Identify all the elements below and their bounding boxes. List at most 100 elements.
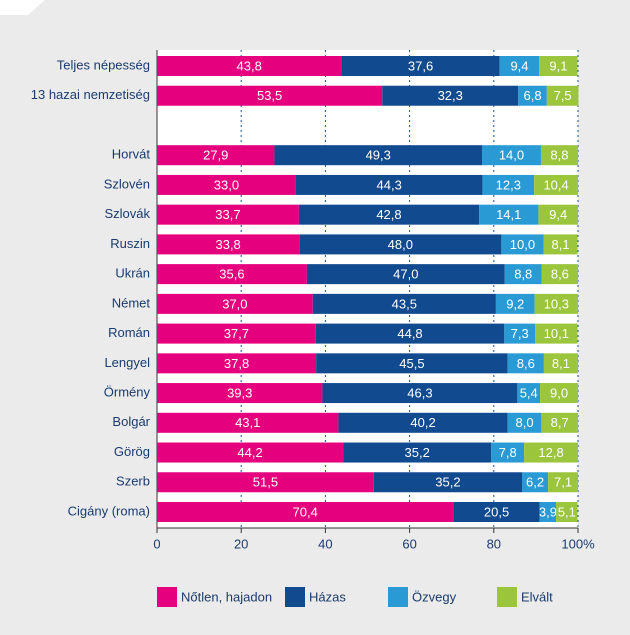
- bar-segment: [295, 174, 483, 195]
- bar-segment: [157, 174, 296, 195]
- value-label: 37,7: [224, 326, 249, 341]
- bar-segment: [517, 383, 541, 404]
- bar-segment: [157, 502, 454, 522]
- bar-segment: [518, 85, 547, 106]
- bar-segment: [482, 174, 535, 195]
- bar-segment: [157, 442, 344, 463]
- category-label: Teljes népesség: [57, 57, 150, 72]
- x-tick-label: 0: [153, 536, 160, 551]
- legend-label: Házas: [309, 589, 346, 604]
- value-label: 44,3: [377, 177, 402, 192]
- value-label: 5,1: [558, 504, 576, 519]
- bar-segment: [546, 85, 579, 106]
- bar-segment: [501, 234, 544, 255]
- value-label: 43,1: [235, 415, 260, 430]
- value-label: 7,1: [554, 475, 572, 490]
- bar-segment: [322, 383, 518, 404]
- bar-segment: [157, 323, 316, 344]
- category-label: Szerb: [116, 474, 150, 489]
- value-label: 8,8: [514, 267, 532, 282]
- bar-segment: [157, 353, 317, 374]
- category-label: Szlovén: [104, 176, 150, 191]
- bar-segment: [341, 56, 500, 76]
- value-label: 33,0: [214, 177, 239, 192]
- value-label: 32,3: [438, 88, 463, 103]
- value-label: 37,0: [222, 296, 247, 311]
- category-label: 13 hazai nemzetiség: [31, 87, 150, 102]
- bar-segment: [543, 234, 578, 255]
- legend-swatch: [497, 587, 517, 607]
- value-label: 8,7: [551, 415, 569, 430]
- legend-swatch: [285, 587, 305, 607]
- value-label: 14,1: [496, 207, 521, 222]
- bar-segment: [539, 502, 557, 522]
- legend-label: Özvegy: [412, 589, 457, 604]
- category-label: Lengyel: [104, 355, 150, 370]
- value-label: 48,0: [388, 237, 413, 252]
- x-tick-label: 100%: [561, 536, 595, 551]
- value-label: 14,0: [499, 148, 524, 163]
- value-label: 3,9: [539, 504, 557, 519]
- value-label: 44,8: [397, 326, 422, 341]
- bar-segment: [540, 145, 578, 166]
- value-label: 8,1: [551, 237, 569, 252]
- bar-segment: [315, 323, 505, 344]
- value-label: 45,5: [399, 356, 424, 371]
- bar-segment: [157, 56, 342, 76]
- legend-label: Nőtlen, hajadon: [181, 589, 272, 604]
- category-label: Cigány (roma): [68, 503, 150, 518]
- value-label: 6,8: [523, 88, 541, 103]
- bar-segment: [373, 472, 523, 493]
- value-label: 7,5: [554, 88, 572, 103]
- value-label: 9,1: [549, 58, 567, 73]
- bar-segment: [548, 472, 578, 493]
- value-label: 44,2: [237, 445, 262, 460]
- bar-segment: [522, 472, 549, 493]
- value-label: 8,0: [515, 415, 533, 430]
- category-label: Bolgár: [112, 414, 150, 429]
- value-label: 35,6: [219, 267, 244, 282]
- value-label: 8,6: [517, 356, 535, 371]
- value-label: 53,5: [257, 88, 282, 103]
- value-label: 12,8: [538, 445, 563, 460]
- bar-segment: [524, 442, 578, 463]
- value-label: 33,7: [215, 207, 240, 222]
- value-label: 8,6: [551, 267, 569, 282]
- value-label: 10,1: [544, 326, 569, 341]
- value-label: 37,6: [408, 58, 433, 73]
- legend-swatch: [388, 587, 408, 607]
- category-label: Örmény: [104, 385, 151, 400]
- category-label: Horvát: [112, 147, 151, 162]
- bar-segment: [539, 56, 578, 76]
- value-label: 8,8: [550, 148, 568, 163]
- bar-segment: [507, 412, 542, 433]
- value-label: 7,3: [511, 326, 529, 341]
- value-label: 9,0: [550, 386, 568, 401]
- x-tick-label: 60: [402, 536, 416, 551]
- bar-segment: [157, 412, 339, 433]
- bar-segment: [541, 264, 578, 285]
- bar-segment: [298, 204, 480, 225]
- bar-segment: [504, 264, 542, 285]
- x-tick-label: 40: [318, 536, 332, 551]
- bar-segment: [157, 85, 383, 106]
- bar-segment: [338, 412, 508, 433]
- bar-segment: [453, 502, 540, 522]
- bar-segment: [157, 234, 300, 255]
- value-label: 35,2: [405, 445, 430, 460]
- bar-segment: [157, 145, 275, 166]
- legend-label: Elvált: [521, 589, 553, 604]
- value-label: 42,8: [376, 207, 401, 222]
- bar-segment: [299, 234, 502, 255]
- x-tick-label: 20: [234, 536, 248, 551]
- bar-segment: [499, 56, 540, 76]
- value-label: 49,3: [366, 148, 391, 163]
- bar-segment: [482, 145, 541, 166]
- bar-segment: [157, 293, 313, 314]
- bar-segment: [312, 293, 496, 314]
- value-label: 47,0: [393, 267, 418, 282]
- bar-segment: [343, 442, 492, 463]
- bar-segment: [274, 145, 483, 166]
- category-label: Ukrán: [115, 266, 150, 281]
